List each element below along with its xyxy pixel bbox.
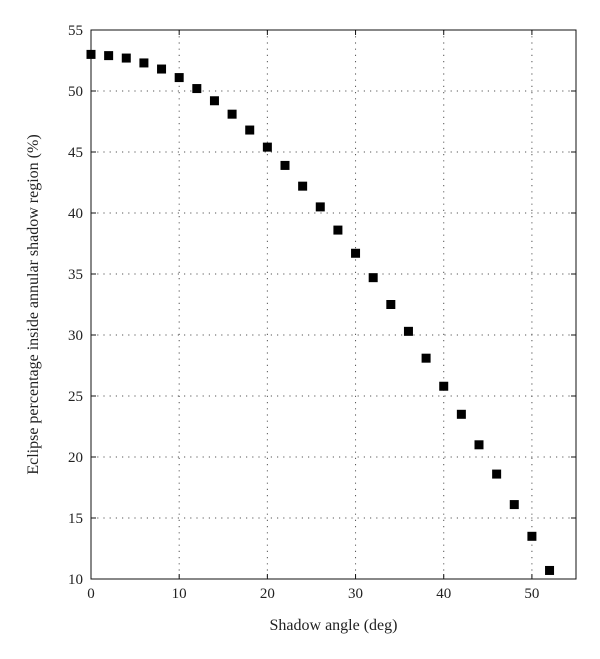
x-tick-label: 10 <box>172 586 187 602</box>
data-point <box>456 409 466 419</box>
y-tick-label: 10 <box>68 572 83 588</box>
x-tick-label: 50 <box>524 586 539 602</box>
y-tick-label: 20 <box>68 450 83 466</box>
data-point <box>121 53 131 63</box>
data-point <box>403 326 413 336</box>
data-point <box>492 469 502 479</box>
x-tick-label: 0 <box>87 586 95 602</box>
data-point <box>527 531 537 541</box>
marker-layer <box>86 49 555 575</box>
x-axis-label: Shadow angle (deg) <box>270 617 398 634</box>
data-point <box>474 440 484 450</box>
data-point <box>192 84 202 94</box>
data-point <box>351 248 361 258</box>
data-point <box>421 353 431 363</box>
y-tick-label: 25 <box>68 389 83 405</box>
x-tick-label: 40 <box>436 586 451 602</box>
y-tick-label: 35 <box>68 267 83 283</box>
data-point <box>386 300 396 309</box>
data-point <box>333 225 343 235</box>
plot-frame <box>90 29 577 580</box>
y-tick-label: 40 <box>68 206 83 222</box>
grid-layer <box>91 30 576 579</box>
data-point <box>139 58 149 68</box>
y-tick-label: 55 <box>68 23 83 39</box>
data-point <box>86 49 96 59</box>
data-point <box>298 181 308 191</box>
data-point <box>368 273 378 283</box>
data-point <box>439 381 449 391</box>
y-axis-label: Eclipse percentage inside annular shadow… <box>25 134 42 474</box>
data-point <box>209 96 219 106</box>
y-tick-label: 45 <box>68 145 83 161</box>
data-point <box>315 202 325 212</box>
data-point <box>104 51 114 61</box>
x-tick-label: 30 <box>348 586 363 602</box>
data-point <box>174 73 184 83</box>
data-point <box>227 109 237 119</box>
data-point <box>157 64 167 74</box>
y-tick-label: 15 <box>68 511 83 527</box>
data-point <box>280 160 290 170</box>
x-tick-label: 20 <box>260 586 275 602</box>
data-point <box>245 125 255 135</box>
data-point <box>545 565 555 575</box>
data-point <box>262 142 272 152</box>
y-tick-label: 50 <box>68 84 83 100</box>
data-point <box>509 500 519 510</box>
y-tick-label: 30 <box>68 328 83 344</box>
